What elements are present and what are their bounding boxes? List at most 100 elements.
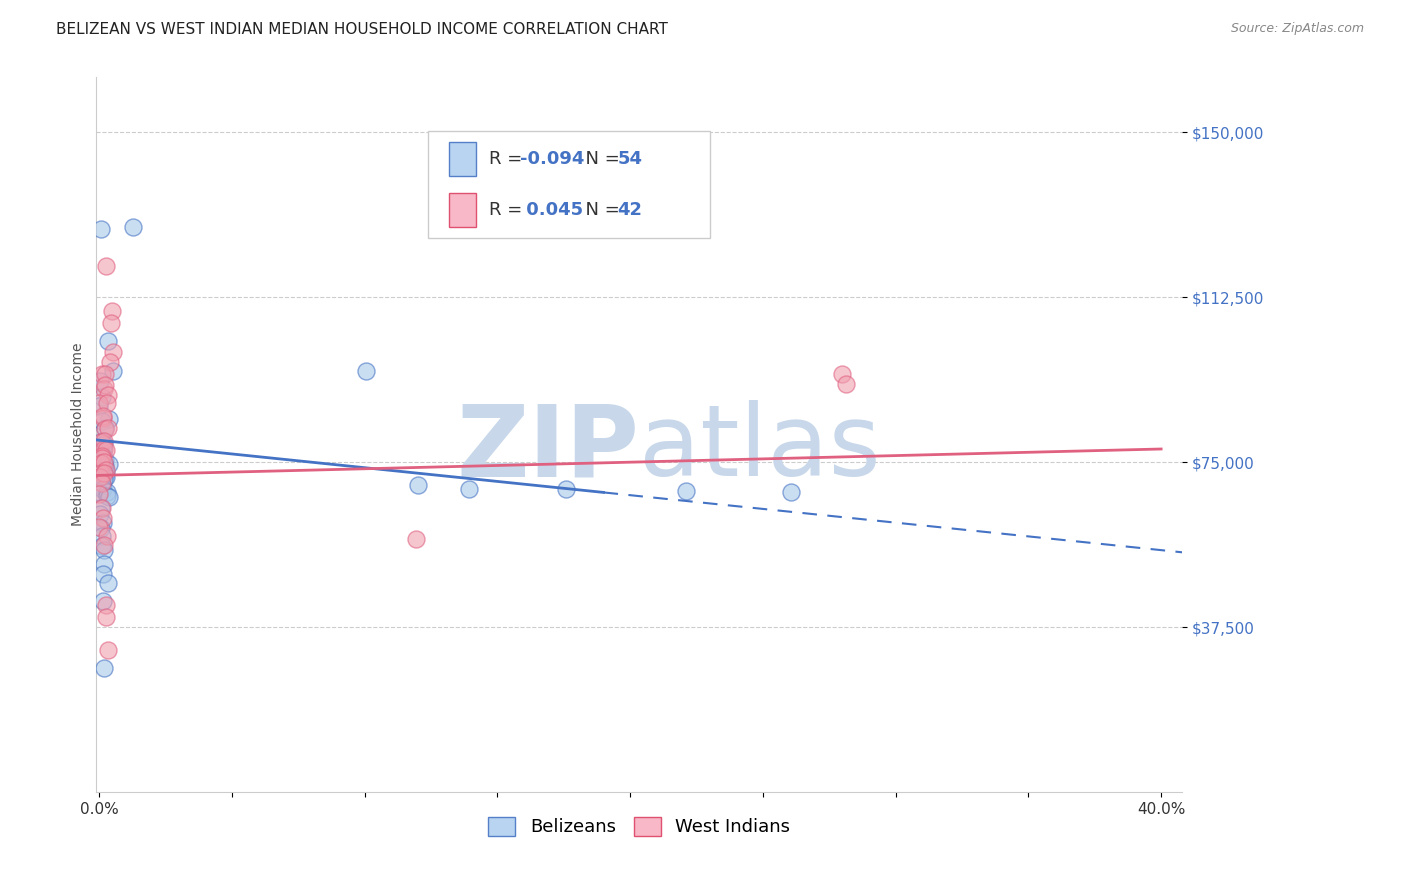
Point xyxy=(93,442,115,457)
Point xyxy=(91,450,114,464)
Bar xyxy=(450,194,477,227)
Point xyxy=(406,478,429,492)
Point xyxy=(91,414,114,428)
Point xyxy=(354,364,377,378)
Point xyxy=(122,220,145,235)
Point xyxy=(94,452,117,467)
Point xyxy=(93,443,115,458)
Point xyxy=(100,316,122,330)
Point xyxy=(91,593,114,607)
Point xyxy=(87,396,110,410)
Point xyxy=(96,396,118,410)
Point xyxy=(89,470,111,484)
Point xyxy=(97,642,120,657)
Point xyxy=(90,466,112,480)
Point xyxy=(91,529,114,543)
Point xyxy=(91,501,114,516)
Text: 42: 42 xyxy=(617,202,643,219)
Point xyxy=(90,456,112,470)
Point xyxy=(91,449,114,463)
Text: BELIZEAN VS WEST INDIAN MEDIAN HOUSEHOLD INCOME CORRELATION CHART: BELIZEAN VS WEST INDIAN MEDIAN HOUSEHOLD… xyxy=(56,22,668,37)
Text: R =: R = xyxy=(489,150,529,168)
Point xyxy=(93,543,115,558)
Point xyxy=(101,304,124,318)
Point xyxy=(93,661,115,675)
Point xyxy=(90,458,112,473)
Point xyxy=(93,537,115,551)
Point xyxy=(93,410,115,425)
Text: R =: R = xyxy=(489,202,529,219)
Point xyxy=(97,491,120,505)
Point xyxy=(90,221,112,235)
Point xyxy=(96,485,118,500)
Point xyxy=(91,409,114,424)
Point xyxy=(93,467,115,481)
Point xyxy=(97,575,120,590)
Point xyxy=(89,507,111,521)
Text: 0.045: 0.045 xyxy=(520,202,583,219)
Point xyxy=(97,388,120,402)
Point xyxy=(91,483,114,497)
Point xyxy=(94,458,117,473)
Text: 54: 54 xyxy=(617,150,643,168)
Point xyxy=(94,442,117,457)
Point xyxy=(93,455,115,469)
Point xyxy=(94,463,117,477)
Point xyxy=(90,479,112,493)
Point xyxy=(97,412,120,426)
Point xyxy=(555,482,578,496)
Point xyxy=(100,355,122,369)
Text: N =: N = xyxy=(574,202,626,219)
Point xyxy=(90,435,112,450)
Point xyxy=(405,532,427,546)
Point xyxy=(91,475,114,490)
Point xyxy=(94,422,117,436)
Point xyxy=(91,441,114,455)
Point xyxy=(94,598,117,612)
Point xyxy=(835,376,858,391)
Point xyxy=(89,471,111,485)
Point xyxy=(91,478,114,492)
Point xyxy=(94,420,117,434)
Point xyxy=(93,457,115,471)
Point xyxy=(1204,435,1226,450)
Point xyxy=(458,482,481,496)
Point xyxy=(96,466,118,480)
Point xyxy=(90,500,112,515)
Point xyxy=(91,516,114,530)
Point xyxy=(93,434,115,448)
Text: Source: ZipAtlas.com: Source: ZipAtlas.com xyxy=(1230,22,1364,36)
Point xyxy=(91,367,114,381)
Point xyxy=(96,529,118,543)
FancyBboxPatch shape xyxy=(427,131,710,238)
Point xyxy=(93,437,115,451)
Y-axis label: Median Household Income: Median Household Income xyxy=(72,343,86,526)
Point xyxy=(91,463,114,477)
Text: -0.094: -0.094 xyxy=(520,150,585,168)
Point xyxy=(94,609,117,624)
Point xyxy=(97,421,120,435)
Point xyxy=(94,470,117,484)
Point xyxy=(89,463,111,477)
Point xyxy=(93,472,115,486)
Point xyxy=(675,484,697,499)
Point xyxy=(90,434,112,449)
Point xyxy=(91,451,114,466)
Point xyxy=(90,521,112,535)
Point xyxy=(101,364,124,378)
Point xyxy=(831,367,853,381)
Point xyxy=(93,382,115,396)
Point xyxy=(89,520,111,534)
Point xyxy=(91,483,114,497)
Point xyxy=(780,484,803,499)
Point xyxy=(91,390,114,404)
Point xyxy=(93,557,115,571)
Bar xyxy=(450,142,477,176)
Point xyxy=(91,567,114,582)
Point xyxy=(90,469,112,483)
Point xyxy=(90,539,112,553)
Point xyxy=(89,487,111,501)
Point xyxy=(98,458,121,472)
Text: atlas: atlas xyxy=(640,401,882,498)
Legend: Belizeans, West Indians: Belizeans, West Indians xyxy=(481,810,797,844)
